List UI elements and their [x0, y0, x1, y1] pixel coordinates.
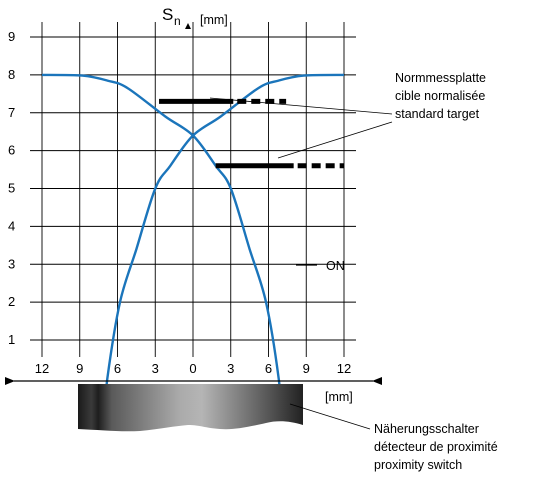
switch-label-line3: proximity switch [374, 458, 462, 472]
target-leader-upper [209, 97, 393, 115]
x-tick-label: 0 [189, 361, 196, 376]
x-tick-label: 9 [76, 361, 83, 376]
proximity-switch-body [78, 384, 303, 432]
y-axis-arrow-icon [185, 23, 191, 29]
y-tick-label: 4 [8, 218, 15, 233]
y-axis-symbol: S [162, 5, 173, 24]
y-tick-label: 3 [8, 256, 15, 271]
y-tick-label: 7 [8, 105, 15, 120]
y-axis-unit: [mm] [200, 13, 228, 27]
switch-leader [289, 403, 371, 430]
x-tick-label: 6 [265, 361, 272, 376]
x-tick-label: 12 [337, 361, 351, 376]
x-tick-label: 3 [152, 361, 159, 376]
y-axis-subscript: n [174, 14, 181, 28]
response-curve-left [41, 73, 283, 416]
y-tick-label: 9 [8, 29, 15, 44]
y-tick-label: 5 [8, 181, 15, 196]
x-tick-label: 6 [114, 361, 121, 376]
on-legend-label: ON [326, 259, 345, 273]
targets [159, 98, 344, 169]
switch-label-line1: Näherungsschalter [374, 422, 479, 436]
target-label-line3: standard target [395, 107, 480, 121]
x-tick-label: 9 [303, 361, 310, 376]
y-tick-label: 1 [8, 332, 15, 347]
grid [30, 22, 356, 357]
switch-label-line2: détecteur de proximité [374, 440, 498, 454]
x-tick-label: 12 [35, 361, 49, 376]
x-axis-unit: [mm] [325, 390, 353, 404]
target-label-line1: Normmessplatte [395, 71, 486, 85]
x-tick-label: 3 [227, 361, 234, 376]
curves [41, 73, 345, 416]
y-tick-label: 6 [8, 143, 15, 158]
y-tick-label: 2 [8, 294, 15, 309]
target-leader-lower [277, 121, 393, 159]
target-label-line2: cible normalisée [395, 89, 485, 103]
y-tick-label: 8 [8, 67, 15, 82]
response-curve-right [103, 73, 345, 416]
